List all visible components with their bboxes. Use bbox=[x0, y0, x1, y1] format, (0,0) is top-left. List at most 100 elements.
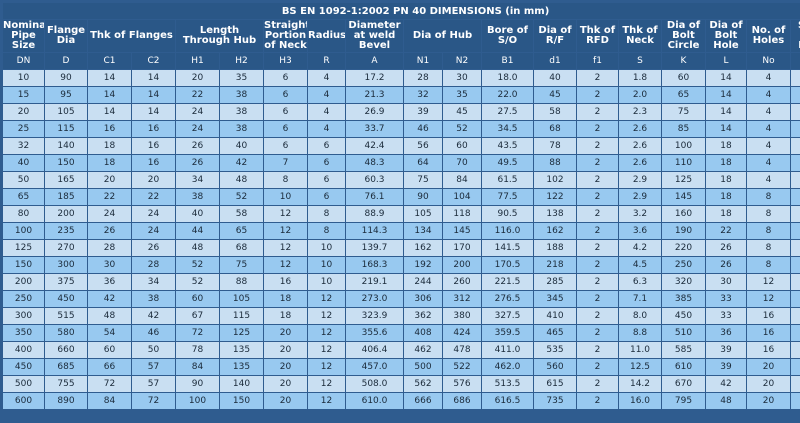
table-cell: M16 bbox=[791, 172, 800, 188]
table-row: 400 660 60 50 78 135 20 12 406.4 462 478 411.0 535 2 1… bbox=[3, 342, 800, 358]
table-cell: 39 bbox=[706, 359, 746, 375]
table-cell: 4 bbox=[308, 104, 345, 120]
table-cell: 88.9 bbox=[346, 206, 403, 222]
table-cell: 12 bbox=[308, 291, 345, 307]
table-cell: 18 bbox=[706, 189, 746, 205]
table-cell: 48 bbox=[88, 308, 131, 324]
subheader-cell: N2 bbox=[443, 53, 481, 69]
table-cell: 50 bbox=[132, 342, 175, 358]
table-cell: 20 bbox=[747, 359, 790, 375]
table-cell: 276.5 bbox=[482, 291, 533, 307]
table-cell: 8 bbox=[747, 240, 790, 256]
table-cell: 515 bbox=[45, 308, 87, 324]
table-cell: 300 bbox=[45, 257, 87, 273]
table-cell: 100 bbox=[176, 393, 219, 409]
subheader-cell: H1 bbox=[176, 53, 219, 69]
table-cell: 21.3 bbox=[346, 87, 403, 103]
table-cell: 465 bbox=[534, 325, 576, 341]
table-cell: 14 bbox=[88, 70, 131, 86]
table-cell: M12 bbox=[791, 87, 800, 103]
table-cell: 150 bbox=[3, 257, 44, 273]
table-cell: 52 bbox=[176, 257, 219, 273]
table-cell: M16 bbox=[791, 155, 800, 171]
table-cell: 890 bbox=[45, 393, 87, 409]
table-cell: 273.0 bbox=[346, 291, 403, 307]
table-cell: 24 bbox=[176, 121, 219, 137]
subheader-cell: A bbox=[346, 53, 403, 69]
table-cell: 125 bbox=[220, 325, 263, 341]
table-cell: 510 bbox=[662, 325, 705, 341]
table-cell: 18 bbox=[88, 138, 131, 154]
table-cell: M24 bbox=[791, 257, 800, 273]
table-cell: 350 bbox=[3, 325, 44, 341]
table-cell: 115 bbox=[220, 308, 263, 324]
table-cell: 46 bbox=[404, 121, 442, 137]
table-cell: 26 bbox=[132, 240, 175, 256]
table-cell: 508.0 bbox=[346, 376, 403, 392]
table-cell: 10 bbox=[308, 274, 345, 290]
table-cell: 355.6 bbox=[346, 325, 403, 341]
table-cell: 14 bbox=[706, 87, 746, 103]
table-cell: 327.5 bbox=[482, 308, 533, 324]
table-cell: 84 bbox=[176, 359, 219, 375]
table-cell: 500 bbox=[404, 359, 442, 375]
table-cell: 6 bbox=[308, 155, 345, 171]
header-dia-of-rf: Dia of R/F bbox=[534, 20, 576, 52]
table-cell: 16 bbox=[747, 325, 790, 341]
table-cell: 8 bbox=[747, 223, 790, 239]
header-bore-of-so: Bore of S/O bbox=[482, 20, 533, 52]
table-row: 150 300 30 28 52 75 12 10 168.3 192 200 170.5 218 2 4.… bbox=[3, 257, 800, 273]
table-cell: 6 bbox=[308, 172, 345, 188]
table-cell: 125 bbox=[3, 240, 44, 256]
table-cell: 18 bbox=[706, 155, 746, 171]
table-cell: 30 bbox=[88, 257, 131, 273]
table-cell: M12 bbox=[791, 121, 800, 137]
subheader-cell: K bbox=[662, 53, 705, 69]
table-cell: 32 bbox=[3, 138, 44, 154]
table-cell: 14 bbox=[88, 104, 131, 120]
table-cell: M36 bbox=[791, 342, 800, 358]
subheader-cell: No bbox=[747, 53, 790, 69]
table-cell: 670 bbox=[662, 376, 705, 392]
table-cell: 22 bbox=[706, 223, 746, 239]
table-cell: 14 bbox=[132, 87, 175, 103]
table-cell: 72 bbox=[88, 376, 131, 392]
table-cell: 610 bbox=[662, 359, 705, 375]
table-cell: 170.5 bbox=[482, 257, 533, 273]
table-cell: 408 bbox=[404, 325, 442, 341]
table-cell: 8 bbox=[747, 189, 790, 205]
table-cell: 192 bbox=[404, 257, 442, 273]
table-cell: 14 bbox=[132, 104, 175, 120]
table-cell: 462.0 bbox=[482, 359, 533, 375]
table-cell: 406.4 bbox=[346, 342, 403, 358]
table-cell: 40 bbox=[3, 155, 44, 171]
header-size-of-bolt: Size of Bolt bbox=[791, 20, 800, 52]
table-title: BS EN 1092-1:2002 PN 40 DIMENSIONS (in m… bbox=[3, 3, 800, 19]
table-cell: 560 bbox=[534, 359, 576, 375]
table-cell: 410 bbox=[534, 308, 576, 324]
table-cell: 250 bbox=[662, 257, 705, 273]
table-cell: 135 bbox=[220, 342, 263, 358]
table-cell: 2 bbox=[577, 342, 618, 358]
header-dia-of-hub: Dia of Hub bbox=[404, 20, 481, 52]
table-cell: M39 bbox=[791, 376, 800, 392]
table-cell: 7 bbox=[264, 155, 307, 171]
table-cell: 60 bbox=[443, 138, 481, 154]
header-thk-of-flanges: Thk of Flanges bbox=[88, 20, 175, 52]
table-cell: 18.0 bbox=[482, 70, 533, 86]
table-cell: 2.6 bbox=[619, 155, 661, 171]
table-cell: M45 bbox=[791, 393, 800, 409]
table-cell: 8.0 bbox=[619, 308, 661, 324]
subheader-cell: D bbox=[45, 53, 87, 69]
table-cell: 105 bbox=[220, 291, 263, 307]
table-cell: 50 bbox=[3, 172, 44, 188]
header-radius: Radius bbox=[308, 20, 345, 52]
table-cell: 140 bbox=[45, 138, 87, 154]
subheader-cell: Size bbox=[791, 53, 800, 69]
table-cell: 12 bbox=[747, 274, 790, 290]
table-cell: 100 bbox=[662, 138, 705, 154]
table-row: 32140181626406642.4566043.57822.6100184M… bbox=[3, 138, 800, 154]
table-row: 20105141424386426.9394527.55822.375144M1… bbox=[3, 104, 800, 120]
table-cell: 60 bbox=[662, 70, 705, 86]
table-cell: 28 bbox=[88, 240, 131, 256]
